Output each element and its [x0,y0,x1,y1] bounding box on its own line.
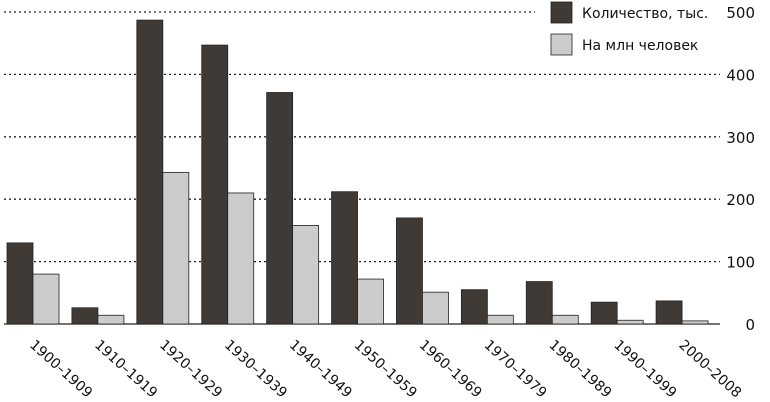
y-tick-label: 500 [726,4,755,22]
bar-per-million [551,314,579,325]
bar-per-million [162,171,190,325]
y-tick-label: 400 [726,66,755,84]
bar-count [331,191,358,325]
bar-count [266,92,294,325]
x-tick-label: 1950–1959 [351,337,420,401]
bar-per-million [616,319,644,325]
bar-count [136,19,164,325]
y-tick-label: 200 [726,191,755,209]
legend-swatch-series-1 [550,1,573,24]
x-tick-label: 1920–1929 [156,337,225,401]
bar-count [525,281,553,325]
x-tick-label: 1980–1989 [546,337,615,401]
bar-count [590,301,618,325]
gridlines [4,11,720,325]
legend-label-series-2: На млн человек [582,38,698,54]
x-axis-labels: 1900–19091910–19191920–19291930–19391940… [26,337,744,401]
x-tick-label: 1960–1969 [416,337,485,401]
x-tick-label: 2000–2008 [675,337,744,401]
bar-per-million [32,273,60,325]
legend-label-series-1: Количество, тыс. [582,6,708,22]
x-tick-label: 1990–1999 [611,337,680,401]
bar-per-million [357,278,384,325]
bars [6,19,709,325]
x-tick-label: 1900–1909 [26,337,95,401]
x-tick-label: 1930–1939 [221,337,290,401]
x-tick-label: 1940–1949 [286,337,355,401]
y-tick-label: 100 [726,254,755,272]
bar-per-million [292,225,320,325]
bar-count [71,307,99,325]
bar-count [655,300,683,325]
bar-per-million [97,314,125,325]
bar-per-million [422,291,449,325]
bar-count [201,44,229,325]
legend: Количество, тыс. На млн человек [550,1,708,56]
y-axis-ticks: 0 100 200 300 400 500 [726,4,755,334]
bar-per-million [681,320,709,325]
bar-count [460,289,488,325]
x-tick-label: 1910–1919 [91,337,160,401]
bar-per-million [486,314,514,325]
x-tick-label: 1970–1979 [481,337,550,401]
bar-count [6,242,34,325]
bar-per-million [227,192,255,325]
y-tick-label: 300 [726,129,755,147]
bar-count [396,217,423,325]
y-tick-label: 0 [745,316,755,334]
legend-swatch-series-2 [550,33,573,56]
